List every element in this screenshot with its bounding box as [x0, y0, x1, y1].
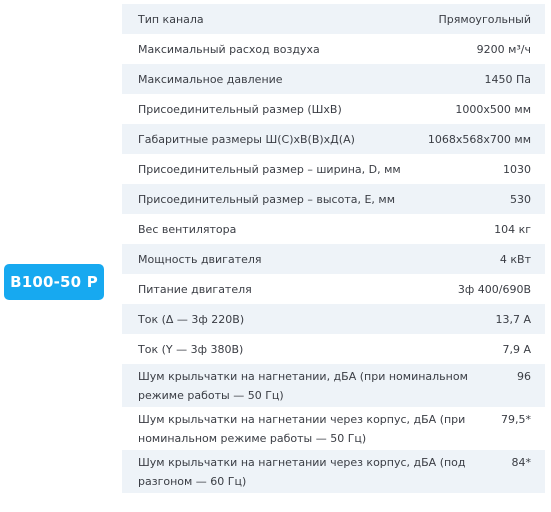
spec-value: 96 [517, 370, 531, 383]
spec-value: 530 [510, 192, 531, 206]
spec-label: Мощность двигателя [138, 252, 262, 266]
spec-value: 79,5* [501, 413, 531, 426]
spec-label: Присоединительный размер – ширина, D, мм [138, 162, 401, 176]
spec-value: 104 кг [494, 222, 531, 236]
spec-label: Шум крыльчатки на нагнетании через корпу… [138, 456, 466, 488]
spec-label: Тип канала [138, 12, 204, 26]
spec-row-max-airflow: Максимальный расход воздуха 9200 м³/ч [122, 34, 545, 64]
spec-value: 84* [511, 456, 532, 469]
spec-row-fan-weight: Вес вентилятора 104 кг [122, 214, 545, 244]
spec-row-current-star: Ток (Y — 3ф 380В) 7,9 А [122, 334, 545, 364]
spec-value: 7,9 А [502, 342, 531, 356]
spec-value: 1450 Па [484, 72, 531, 86]
spec-row-connection-width: Присоединительный размер – ширина, D, мм… [122, 154, 545, 184]
spec-row-current-delta: Ток (Δ — 3ф 220В) 13,7 А [122, 304, 545, 334]
spec-label: Присоединительный размер – высота, E, мм [138, 192, 395, 206]
spec-value: 9200 м³/ч [476, 42, 531, 56]
spec-value: 4 кВт [499, 252, 531, 266]
spec-table: Тип канала Прямоугольный Максимальный ра… [122, 4, 545, 493]
spec-row-channel-type: Тип канала Прямоугольный [122, 4, 545, 34]
spec-label: Шум крыльчатки на нагнетании, дБА (при н… [138, 370, 468, 402]
spec-value: 1000x500 мм [455, 102, 531, 116]
spec-value: 13,7 А [495, 312, 531, 326]
spec-label: Питание двигателя [138, 282, 252, 296]
spec-label: Максимальное давление [138, 72, 283, 86]
spec-value: 3ф 400/690В [457, 282, 531, 296]
spec-value: Прямоугольный [438, 12, 531, 26]
spec-label: Присоединительный размер (ШхВ) [138, 102, 342, 116]
spec-label: Максимальный расход воздуха [138, 42, 320, 56]
spec-row-max-pressure: Максимальное давление 1450 Па [122, 64, 545, 94]
spec-value: 1030 [503, 162, 531, 176]
spec-row-motor-power: Мощность двигателя 4 кВт [122, 244, 545, 274]
spec-row-noise-casing-50hz: Шум крыльчатки на нагнетании через корпу… [122, 407, 545, 450]
spec-label: Ток (Y — 3ф 380В) [138, 342, 244, 356]
spec-label: Вес вентилятора [138, 222, 237, 236]
spec-row-overall-dimensions: Габаритные размеры Ш(С)хВ(В)хД(А) 1068x5… [122, 124, 545, 154]
spec-value: 1068x568x700 мм [427, 132, 531, 146]
spec-row-connection-size: Присоединительный размер (ШхВ) 1000x500 … [122, 94, 545, 124]
spec-row-noise-discharge: Шум крыльчатки на нагнетании, дБА (при н… [122, 364, 545, 407]
model-badge: B100-50 P [4, 264, 104, 300]
spec-label: Ток (Δ — 3ф 220В) [138, 312, 245, 326]
spec-label: Шум крыльчатки на нагнетании через корпу… [138, 413, 466, 445]
spec-row-motor-supply: Питание двигателя 3ф 400/690В [122, 274, 545, 304]
spec-row-noise-casing-60hz: Шум крыльчатки на нагнетании через корпу… [122, 450, 545, 493]
spec-row-connection-height: Присоединительный размер – высота, E, мм… [122, 184, 545, 214]
spec-label: Габаритные размеры Ш(С)хВ(В)хД(А) [138, 132, 355, 146]
